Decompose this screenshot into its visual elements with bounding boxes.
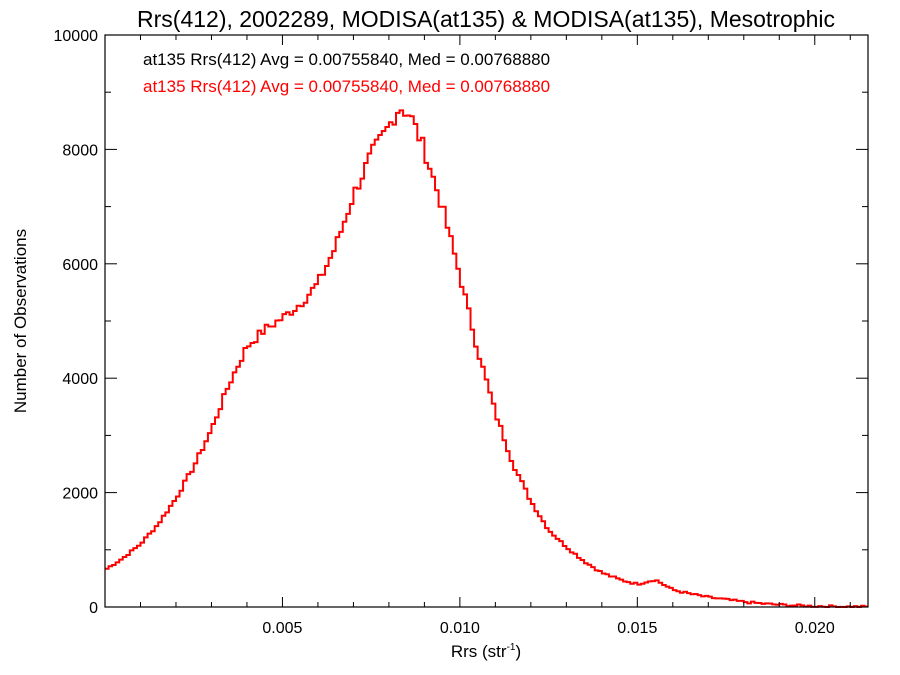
annotation-1: at135 Rrs(412) Avg = 0.00755840, Med = 0… (143, 50, 550, 69)
y-tick-label: 2000 (62, 486, 98, 503)
y-axis-label: Number of Observations (11, 229, 30, 413)
x-tick-label: 0.010 (440, 620, 480, 637)
x-axis-label: Rrs (str-1) (451, 642, 521, 661)
y-tick-label: 10000 (54, 28, 99, 45)
y-tick-label: 6000 (62, 257, 98, 274)
y-tick-label: 0 (89, 600, 98, 617)
x-tick-label: 0.020 (795, 620, 835, 637)
y-tick-label: 4000 (62, 371, 98, 388)
chart-title: Rrs(412), 2002289, MODISA(at135) & MODIS… (137, 6, 835, 32)
plot-frame (104, 34, 869, 608)
x-tick-label: 0.005 (262, 620, 302, 637)
y-tick-label: 8000 (62, 142, 98, 159)
x-tick-label: 0.015 (617, 620, 657, 637)
series-1-step-line (105, 109, 868, 608)
annotation-2: at135 Rrs(412) Avg = 0.00755840, Med = 0… (143, 77, 550, 96)
